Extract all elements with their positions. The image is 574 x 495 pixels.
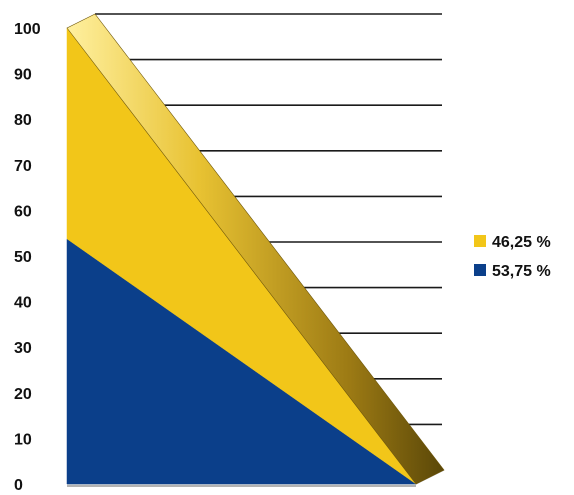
legend-label: 53,75 % bbox=[492, 263, 551, 280]
y-tick-label: 70 bbox=[14, 158, 32, 175]
y-tick-label: 40 bbox=[14, 295, 32, 312]
y-tick-label: 60 bbox=[14, 203, 32, 220]
y-tick-label: 30 bbox=[14, 340, 32, 357]
y-tick-label: 20 bbox=[14, 386, 32, 403]
area-top-face bbox=[66, 13, 445, 485]
y-tick-label: 90 bbox=[14, 67, 32, 84]
y-tick-label: 100 bbox=[14, 21, 41, 38]
legend-label: 46,25 % bbox=[492, 234, 551, 251]
y-tick-label: 10 bbox=[14, 431, 32, 448]
y-tick-label: 0 bbox=[14, 477, 23, 490]
y-tick-label: 80 bbox=[14, 112, 32, 129]
legend-swatch bbox=[474, 264, 486, 276]
legend-swatch bbox=[474, 235, 486, 247]
y-tick-label: 50 bbox=[14, 249, 32, 266]
